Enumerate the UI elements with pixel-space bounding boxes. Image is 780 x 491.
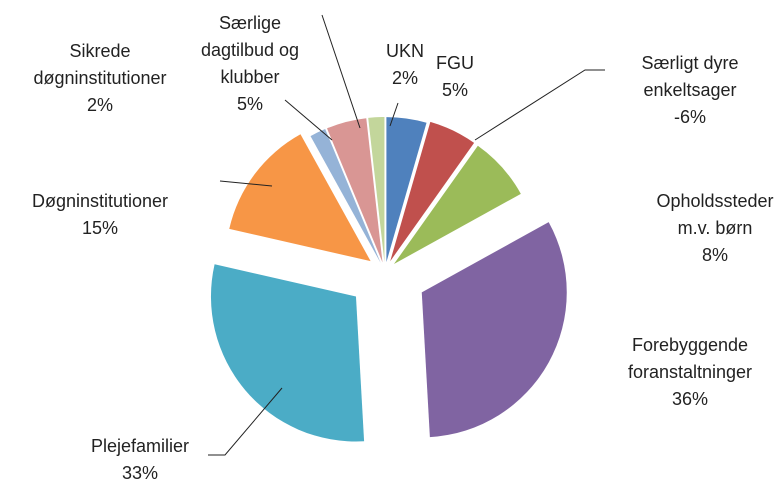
data-label: Sikrede døgninstitutioner 2% [5, 38, 195, 119]
data-label: Plejefamilier 33% [55, 433, 225, 487]
value-label: 5% [441, 80, 468, 100]
value-label: -6% [673, 107, 706, 127]
pie-slice [390, 121, 475, 262]
pie-slice [210, 264, 365, 442]
leader-line [208, 387, 283, 456]
leader-line [219, 180, 273, 187]
value-label: 2% [86, 95, 113, 115]
pie-slice [421, 222, 567, 438]
leader-line [321, 14, 361, 129]
pie-slice [229, 134, 371, 262]
category-label: FGU [436, 53, 474, 73]
value-label: 33% [121, 463, 159, 483]
category-label: Forebyggende foranstaltninger [627, 335, 753, 382]
category-label: Sikrede døgninstitutioner [33, 41, 167, 88]
data-label: FGU 5% [425, 50, 485, 104]
data-label: Døgninstitutioner 15% [5, 188, 195, 242]
leader-line [284, 99, 333, 141]
value-label: 2% [391, 68, 418, 88]
value-label: 36% [671, 389, 709, 409]
value-label: 15% [81, 218, 119, 238]
pie-slice [386, 117, 427, 263]
pie-slice [368, 117, 385, 263]
data-label: Opholdssteder m.v. børn 8% [640, 188, 780, 269]
pie-slice [393, 145, 521, 265]
pie-slice [327, 118, 383, 263]
data-label: UKN 2% [375, 38, 435, 92]
data-label: Særlige dagtilbud og klubber 5% [185, 10, 315, 118]
value-label: 8% [701, 245, 728, 265]
category-label: Plejefamilier [90, 436, 190, 456]
data-label: Forebyggende foranstaltninger 36% [595, 332, 780, 413]
category-label: Særlige dagtilbud og klubber [200, 13, 300, 87]
category-label: UKN [385, 41, 424, 61]
pie-slice [310, 129, 381, 263]
category-label: Døgninstitutioner [31, 191, 169, 211]
category-label: Særligt dyre enkeltsager [641, 53, 739, 100]
data-label: Særligt dyre enkeltsager -6% [605, 50, 775, 131]
value-label: 5% [236, 94, 263, 114]
category-label: Opholdssteder m.v. børn [656, 191, 774, 238]
leader-line [474, 69, 605, 141]
leader-line [389, 102, 399, 127]
